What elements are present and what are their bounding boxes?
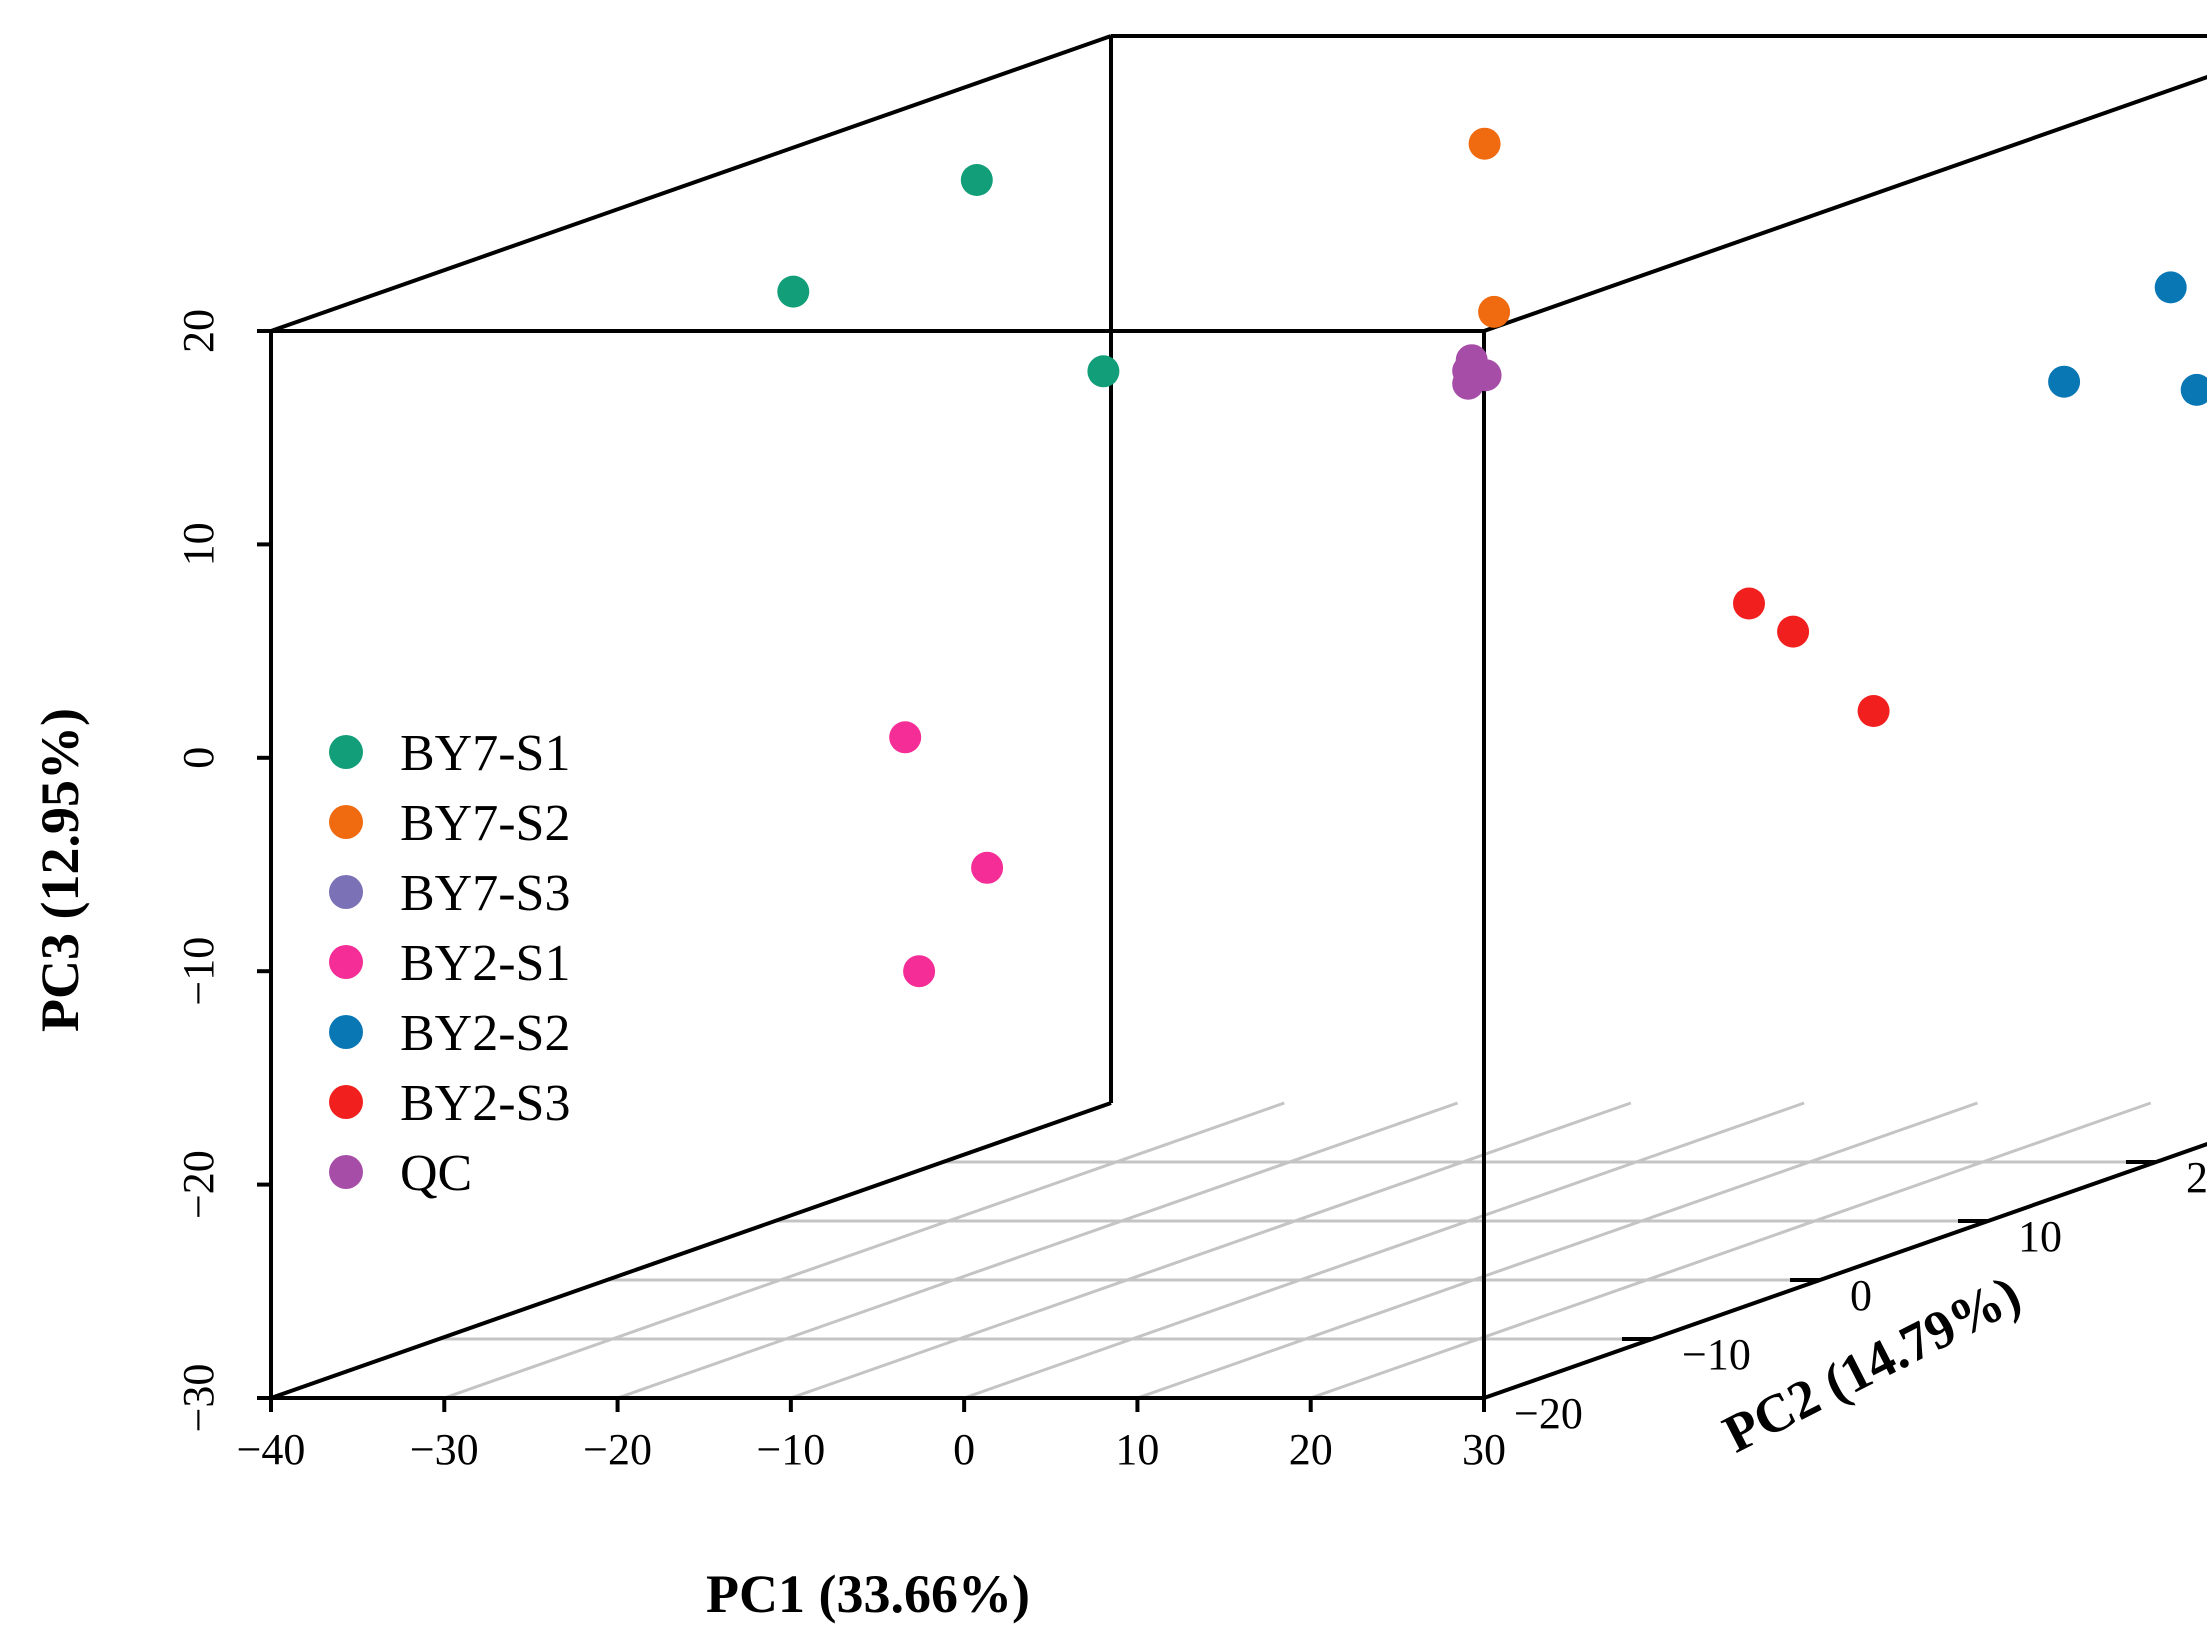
data-point-by2-s1 xyxy=(971,851,1004,884)
x-tick-label: −10 xyxy=(756,1425,825,1474)
legend-label-by2-s1: BY2-S1 xyxy=(400,935,570,992)
data-point-by2-s3 xyxy=(1733,587,1765,620)
data-point-by2-s2 xyxy=(2154,271,2187,304)
legend-marker-by2-s2 xyxy=(329,1015,363,1049)
floor-grid-line-x xyxy=(963,1101,1805,1400)
axis-ticks: −40 −30 −20 −10 0 10 20 30 −30 −20 −10 0 10 20 −20 −10 0… xyxy=(174,309,2207,1474)
z-tick-label: −30 xyxy=(174,1364,223,1433)
legend-label-by2-s3: BY2-S3 xyxy=(400,1075,570,1132)
floor-grid-line-x xyxy=(443,1101,1285,1400)
data-point-by2-s1 xyxy=(903,955,936,988)
data-point-by7-s2 xyxy=(1478,295,1511,328)
z-tick-label: −20 xyxy=(174,1150,223,1219)
data-point-by7-s1 xyxy=(1087,355,1120,388)
box-edge xyxy=(1483,1141,2207,1400)
y-tick-label: 20 xyxy=(2186,1153,2207,1202)
legend-marker-qc xyxy=(329,1155,363,1189)
floor-grid-line-x xyxy=(790,1101,1632,1400)
data-point-by2-s2 xyxy=(2048,365,2081,398)
floor-grid-line-x xyxy=(1136,1101,1978,1400)
x-tick-label: 0 xyxy=(953,1425,975,1474)
y-tick-label: −20 xyxy=(1514,1389,1583,1438)
x-tick-label: 10 xyxy=(1115,1425,1159,1474)
legend-label-by7-s1: BY7-S1 xyxy=(400,725,570,782)
z-axis-title: PC3 (12.95%) xyxy=(30,708,90,1032)
legend-marker-by2-s3 xyxy=(329,1085,363,1119)
legend-label-by7-s3: BY7-S3 xyxy=(400,865,570,922)
box-frame xyxy=(269,34,2207,1400)
z-tick-label: −10 xyxy=(174,937,223,1006)
data-point-by2-s3 xyxy=(1777,615,1810,648)
x-tick-label: −40 xyxy=(237,1425,306,1474)
box-edge xyxy=(270,34,1112,333)
x-tick-label: 30 xyxy=(1462,1425,1506,1474)
y-tick-label: 0 xyxy=(1850,1271,1872,1320)
legend-label-by2-s2: BY2-S2 xyxy=(400,1005,570,1062)
box-edge xyxy=(1483,74,2207,333)
data-points xyxy=(777,127,2207,988)
data-point-by7-s1 xyxy=(777,275,810,308)
y-tick-label: −10 xyxy=(1682,1330,1751,1379)
legend-marker-by2-s1 xyxy=(329,945,363,979)
floor-grid-line-x xyxy=(1310,1101,2152,1400)
floor-grid xyxy=(439,1101,2156,1400)
x-tick-label: −20 xyxy=(583,1425,652,1474)
data-point-by7-s2 xyxy=(1468,127,1501,160)
legend-label-by7-s2: BY7-S2 xyxy=(400,795,570,852)
legend-label-qc: QC xyxy=(400,1145,472,1202)
x-tick-label: 20 xyxy=(1289,1425,1333,1474)
z-tick-label: 20 xyxy=(174,309,223,353)
legend: BY7-S1 BY7-S2 BY7-S3 BY2-S1 BY2-S2 BY2-S3 QC xyxy=(329,725,570,1202)
z-tick-label: 0 xyxy=(174,747,223,769)
x-axis-title: PC1 (33.66%) xyxy=(706,1564,1030,1624)
legend-marker-by7-s2 xyxy=(329,805,363,839)
data-point-by2-s2 xyxy=(2180,373,2207,406)
box-edge xyxy=(270,1101,1112,1400)
axis-titles: PC1 (33.66%)PC3 (12.95%)PC2 (14.79%) xyxy=(30,708,2030,1624)
data-point-by7-s1 xyxy=(960,164,993,196)
floor-grid-line-x xyxy=(617,1101,1459,1400)
data-point-by2-s1 xyxy=(889,721,922,754)
data-point-qc xyxy=(1455,344,1488,377)
z-tick-label: 10 xyxy=(174,522,223,566)
data-point-by2-s3 xyxy=(1857,695,1890,727)
x-tick-label: −30 xyxy=(410,1425,479,1474)
legend-marker-by7-s3 xyxy=(329,875,363,909)
legend-marker-by7-s1 xyxy=(329,735,363,769)
y-tick-label: 10 xyxy=(2018,1212,2062,1261)
